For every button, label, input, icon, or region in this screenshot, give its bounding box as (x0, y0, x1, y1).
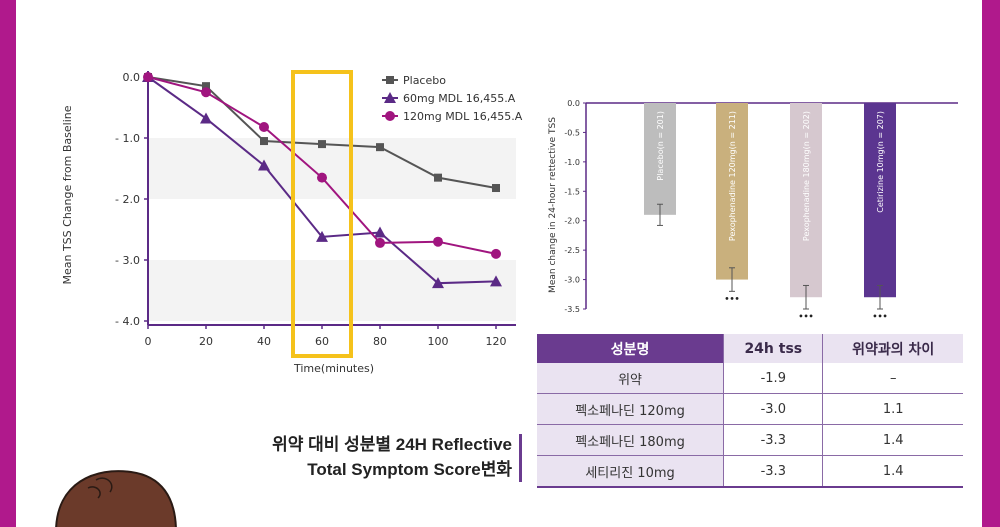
table-header: 24h tss (723, 334, 823, 363)
caption-line-2: Total Symptom Score변화 (307, 460, 512, 479)
bar-y-tick-label: -3.5 (564, 305, 580, 314)
table-header-row: 성분명 24h tss 위약과의 차이 (537, 334, 963, 363)
data-point (376, 143, 384, 152)
data-point (433, 236, 443, 247)
table-cell: -3.3 (723, 455, 823, 488)
bar-y-tick-label: -0.5 (564, 128, 580, 137)
grid-band (148, 260, 516, 321)
line-chart: 0.0 - 1.0 - 2.0 - 3.0 - 4.0 0 20 40 60 80 100 120 P… (61, 70, 523, 375)
bar-y-tick-label: -1.0 (564, 158, 580, 167)
caption-accent-bar (519, 434, 522, 482)
bar-y-tick-label: 0.0 (567, 99, 580, 108)
table-cell: 1.1 (822, 393, 963, 425)
bar-label: Pexophenadine 120mg(n = 211) (728, 111, 737, 241)
x-tick-label: 20 (199, 335, 213, 348)
y-tick-label: - 2.0 (115, 193, 140, 206)
significance-marker: ••• (724, 294, 739, 303)
data-point (317, 172, 327, 183)
bar-y-tick-label: -2.0 (564, 217, 580, 226)
table-row: 세티리진 10mg -3.3 1.4 (537, 455, 963, 488)
y-tick-label: - 3.0 (115, 254, 140, 267)
bar-y-axis-title: Mean change in 24-hour rettective TSS (548, 117, 558, 293)
legend-label: Placebo (403, 74, 446, 87)
table-cell: -3.0 (723, 393, 823, 425)
bar-y-tick-label: -3.0 (564, 276, 580, 285)
significance-marker: ••• (798, 312, 813, 321)
bar (716, 103, 748, 280)
table-row: 위약 -1.9 – (537, 363, 963, 394)
table-cell: 펙소페나딘 180mg (537, 424, 724, 456)
legend-label: 60mg MDL 16,455.A (403, 92, 516, 105)
y-axis-title: Mean TSS Change from Baseline (61, 105, 74, 284)
highlight-box (291, 70, 353, 358)
figure-caption: 위약 대비 성분별 24H Reflective Total Symptom S… (226, 432, 512, 482)
x-tick-label: 100 (428, 335, 449, 348)
data-point (259, 122, 269, 133)
y-tick-label: - 4.0 (115, 315, 140, 328)
x-tick-label: 80 (373, 335, 387, 348)
data-point (491, 248, 501, 259)
data-point (260, 137, 268, 146)
data-point (258, 159, 270, 171)
data-point (492, 184, 500, 193)
caption-line-1: 위약 대비 성분별 24H Reflective (272, 435, 512, 454)
data-point (143, 72, 153, 82)
table-cell: -3.3 (723, 424, 823, 456)
y-tick-label: 0.0 (123, 71, 141, 84)
legend-marker (384, 92, 396, 103)
bar-y-tick-label: -2.5 (564, 246, 580, 255)
data-point (200, 112, 212, 124)
legend-marker (385, 111, 395, 121)
x-tick-label: 0 (145, 335, 152, 348)
data-point (375, 237, 385, 248)
table-header: 성분명 (537, 334, 724, 363)
bar-label: Cetirizine 10mg(n = 207) (876, 111, 885, 213)
bar-y-tick-label: -1.5 (564, 187, 580, 196)
legend-label: 120mg MDL 16,455.A (403, 110, 523, 123)
bar (644, 103, 676, 215)
table-cell: 세티리진 10mg (537, 455, 724, 488)
bar-chart: 0.0 -0.5 -1.0 -1.5 -2.0 -2.5 -3.0 -3.5 Placebo(… (548, 99, 958, 321)
bar-label: Placebo(n = 201) (656, 111, 665, 181)
y-tick-label: - 1.0 (115, 132, 140, 145)
table-row: 펙소페나딘 180mg -3.3 1.4 (537, 424, 963, 456)
x-tick-label: 40 (257, 335, 271, 348)
x-tick-label: 60 (315, 335, 329, 348)
bar (790, 103, 822, 298)
table-cell: 1.4 (822, 424, 963, 456)
data-point (201, 87, 211, 98)
data-point (318, 140, 326, 149)
comparison-table: 성분명 24h tss 위약과의 차이 위약 -1.9 – 펙소페나딘 120m… (537, 334, 963, 488)
table-row: 펙소페나딘 120mg -3.0 1.1 (537, 393, 963, 425)
bar-label: Pexophenadine 180mg(n = 202) (802, 111, 811, 241)
x-axis-title: Time(minutes) (293, 362, 374, 375)
table-cell: 위약 (537, 363, 724, 394)
data-point (374, 226, 386, 238)
legend-marker (386, 76, 394, 84)
significance-marker: ••• (872, 312, 887, 321)
data-point (490, 275, 502, 287)
bar (864, 103, 896, 298)
x-tick-label: 120 (486, 335, 507, 348)
table-header: 위약과의 차이 (822, 334, 963, 363)
table-cell: 1.4 (822, 455, 963, 488)
person-illustration (55, 470, 177, 527)
data-point (434, 173, 442, 182)
data-point (202, 82, 210, 91)
data-point (432, 277, 444, 289)
table-cell: – (822, 363, 963, 394)
data-point (316, 230, 328, 242)
table-cell: -1.9 (723, 363, 823, 394)
content-card: 0.0 - 1.0 - 2.0 - 3.0 - 4.0 0 20 40 60 80 100 120 P… (16, 0, 982, 527)
table-cell: 펙소페나딘 120mg (537, 393, 724, 425)
